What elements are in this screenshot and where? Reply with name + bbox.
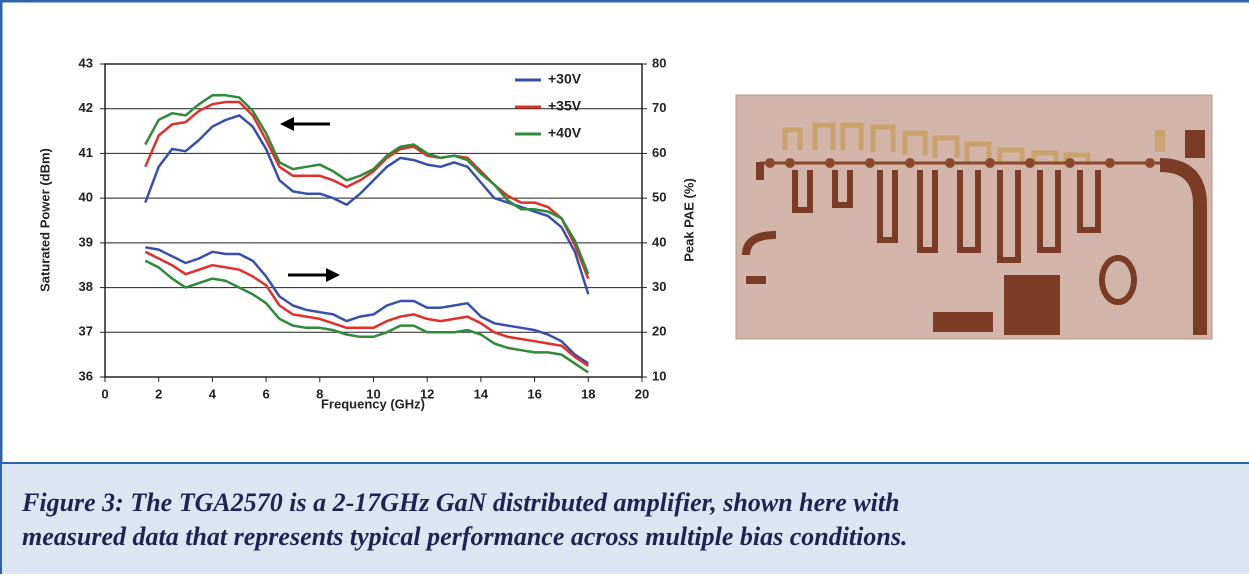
chip-photo xyxy=(735,94,1213,340)
y-tick-label: 39 xyxy=(79,234,93,249)
x-axis-title: Frequency (GHz) xyxy=(321,396,425,411)
y-tick-label: 37 xyxy=(79,324,93,339)
right-arrow xyxy=(288,268,340,282)
series-line xyxy=(145,246,589,365)
y2-tick-label: 20 xyxy=(652,324,666,339)
y2-tick-label: 60 xyxy=(652,145,666,160)
legend-label: +40V xyxy=(548,125,582,141)
x-tick-label: 14 xyxy=(474,386,489,401)
y-tick-label: 36 xyxy=(79,368,93,383)
y-tick-label: 41 xyxy=(79,145,93,160)
y2-tick-label: 10 xyxy=(652,368,666,383)
y-tick-label: 43 xyxy=(79,55,93,70)
y2-tick-label: 50 xyxy=(652,190,666,205)
y-tick-label: 42 xyxy=(79,100,93,115)
caption-panel xyxy=(2,463,1249,574)
y2-tick-label: 70 xyxy=(652,100,666,115)
y-tick-label: 40 xyxy=(79,190,93,205)
caption-line: measured data that represents typical pe… xyxy=(22,522,907,551)
x-tick-label: 0 xyxy=(101,386,108,401)
x-tick-label: 16 xyxy=(527,386,541,401)
y2-tick-label: 80 xyxy=(652,55,666,70)
x-tick-label: 18 xyxy=(581,386,595,401)
x-tick-label: 10 xyxy=(366,386,380,401)
y2-tick-label: 30 xyxy=(652,279,666,294)
legend-label: +30V xyxy=(548,71,582,87)
x-tick-label: 20 xyxy=(635,386,649,401)
series-line xyxy=(144,94,590,275)
x-tick-label: 8 xyxy=(316,386,323,401)
x-tick-label: 12 xyxy=(420,386,434,401)
y-axis-title: Saturated Power (dBm) xyxy=(37,148,52,292)
caption-line: Figure 3: The TGA2570 is a 2-17GHz GaN d… xyxy=(21,488,900,517)
y2-axis-title: Peak PAE (%) xyxy=(681,178,696,262)
legend-label: +35V xyxy=(548,98,582,114)
x-tick-label: 4 xyxy=(209,386,217,401)
x-tick-label: 6 xyxy=(262,386,269,401)
y-tick-label: 38 xyxy=(79,279,93,294)
series-line xyxy=(144,259,589,374)
series-line xyxy=(144,100,590,280)
y2-tick-label: 40 xyxy=(652,234,666,249)
series-line xyxy=(144,250,589,367)
left-arrow xyxy=(280,117,330,131)
x-tick-label: 2 xyxy=(155,386,162,401)
